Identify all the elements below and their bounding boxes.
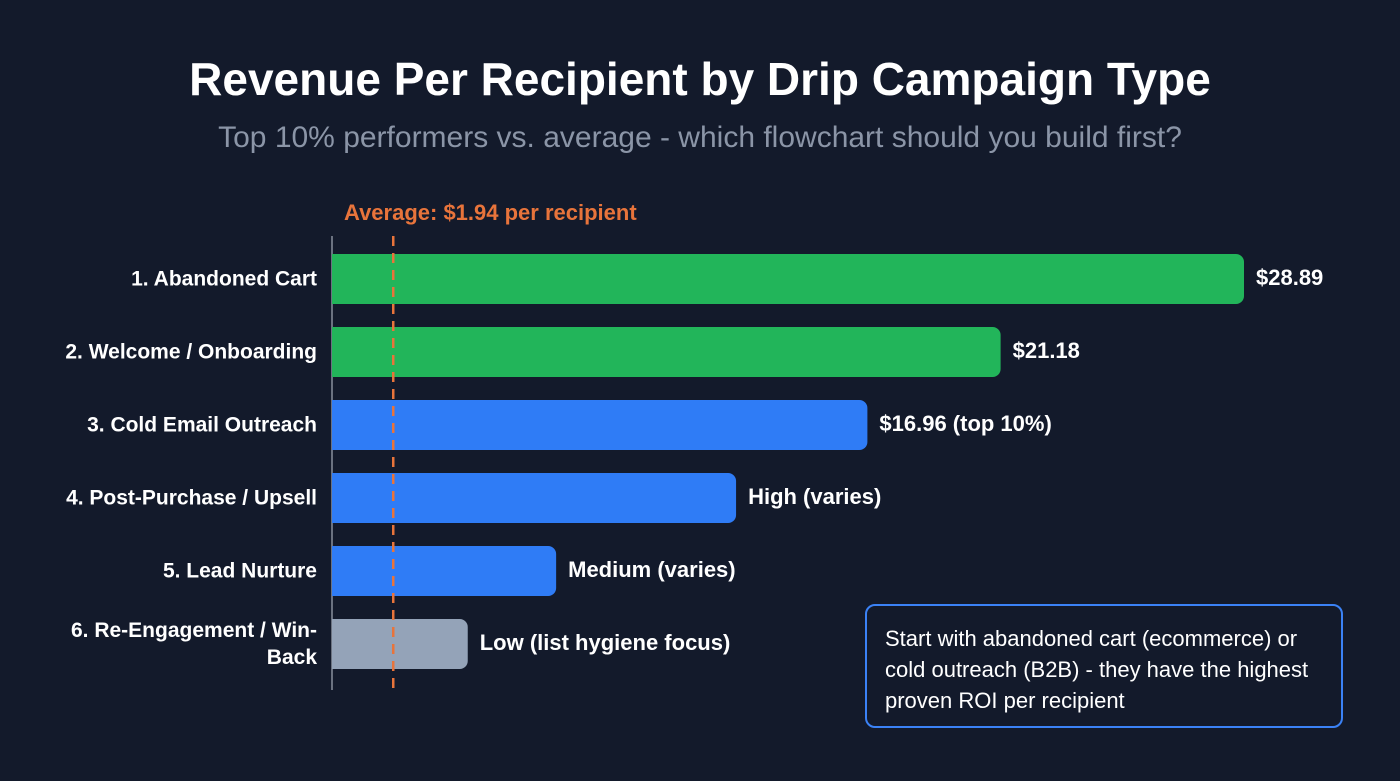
category-label: 6. Re-Engagement / Win-Back bbox=[70, 619, 317, 669]
callout: Start with abandoned cart (ecommerce) or… bbox=[865, 604, 1343, 728]
average-label: Average: $1.94 per recipient bbox=[344, 200, 637, 225]
category-label: 4. Post-Purchase / Upsell bbox=[66, 486, 317, 510]
bar bbox=[332, 546, 557, 596]
category-label: 2. Welcome / Onboarding bbox=[65, 340, 317, 364]
bar bbox=[332, 619, 468, 669]
bar bbox=[332, 400, 868, 450]
category-label: 3. Cold Email Outreach bbox=[87, 413, 317, 437]
chart-title: Revenue Per Recipient by Drip Campaign T… bbox=[189, 53, 1211, 105]
value-label: High (varies) bbox=[748, 484, 881, 509]
value-label: $21.18 bbox=[1013, 338, 1080, 363]
category-label: 5. Lead Nurture bbox=[162, 559, 317, 583]
chart-subtitle: Top 10% performers vs. average - which f… bbox=[218, 121, 1182, 154]
value-label: Medium (varies) bbox=[568, 557, 736, 582]
value-label: Low (list hygiene focus) bbox=[480, 630, 731, 655]
bar bbox=[332, 254, 1244, 304]
bar bbox=[332, 473, 737, 523]
value-label: $16.96 (top 10%) bbox=[879, 411, 1051, 436]
category-label: 1. Abandoned Cart bbox=[131, 267, 317, 291]
value-label: $28.89 bbox=[1256, 265, 1323, 290]
bar bbox=[332, 327, 1001, 377]
